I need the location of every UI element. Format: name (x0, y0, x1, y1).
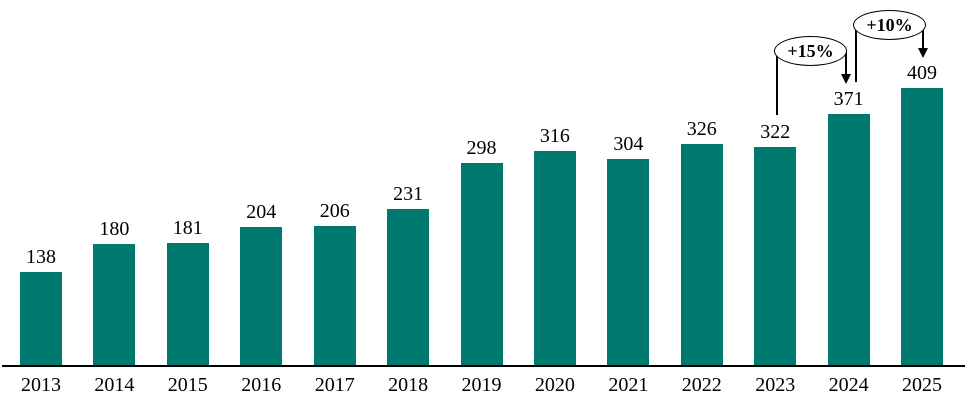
bar-value-2016: 204 (246, 201, 277, 223)
bar-value-2015: 181 (172, 217, 203, 239)
bar-value-2019: 298 (466, 137, 497, 159)
bar-value-2021: 304 (613, 133, 644, 155)
annotation-label-plus15pct: +15% (787, 40, 834, 61)
x-tick-2016: 2016 (241, 374, 282, 396)
annotation-connector-2024 (855, 24, 857, 82)
bar-2017 (313, 226, 356, 366)
bar-value-2014: 180 (99, 218, 130, 240)
bar-value-2013: 138 (26, 246, 56, 268)
bar-2013 (20, 272, 62, 366)
x-tick-2014: 2014 (94, 374, 135, 396)
annotation-label-plus10pct: +10% (866, 14, 913, 35)
x-tick-2013: 2013 (21, 374, 61, 396)
x-tick-2018: 2018 (388, 374, 429, 396)
bar-value-2020: 316 (539, 125, 570, 147)
bar-value-2025: 409 (907, 62, 937, 84)
bar-value-2018: 231 (393, 183, 424, 205)
annotation-ellipse-plus10pct: +10% (853, 10, 926, 40)
annotation-arrow-shaft-2025 (922, 24, 924, 50)
bar-2019 (460, 163, 503, 366)
bar-value-2023: 322 (760, 121, 791, 143)
bar-2016 (240, 227, 283, 366)
annotation-arrowhead-2024 (840, 74, 851, 84)
bar-2025 (901, 88, 943, 366)
x-tick-2025: 2025 (902, 374, 942, 396)
bar-value-2022: 326 (686, 118, 717, 140)
bar-value-2017: 206 (319, 200, 350, 222)
x-tick-2015: 2015 (167, 374, 208, 396)
bar-value-2024: 371 (833, 88, 864, 110)
bar-2023 (754, 147, 797, 366)
bar-2020 (533, 151, 576, 366)
bar-2024 (827, 114, 870, 366)
bar-2014 (93, 244, 136, 366)
x-tick-2022: 2022 (681, 374, 722, 396)
bar-2021 (607, 159, 650, 366)
x-tick-2024: 2024 (828, 374, 869, 396)
x-axis-line (2, 365, 965, 367)
x-tick-2017: 2017 (314, 374, 355, 396)
x-tick-2021: 2021 (608, 374, 649, 396)
x-tick-2023: 2023 (755, 374, 796, 396)
bar-2015 (166, 243, 209, 366)
annotation-arrowhead-2025 (917, 48, 928, 58)
x-tick-2020: 2020 (534, 374, 575, 396)
annotation-ellipse-plus15pct: +15% (774, 36, 847, 66)
bar-2022 (680, 144, 723, 366)
bar-2018 (387, 209, 430, 366)
annotation-arrow-shaft-2024 (845, 50, 847, 76)
x-tick-2019: 2019 (461, 374, 502, 396)
annotation-connector-2023 (776, 54, 778, 115)
